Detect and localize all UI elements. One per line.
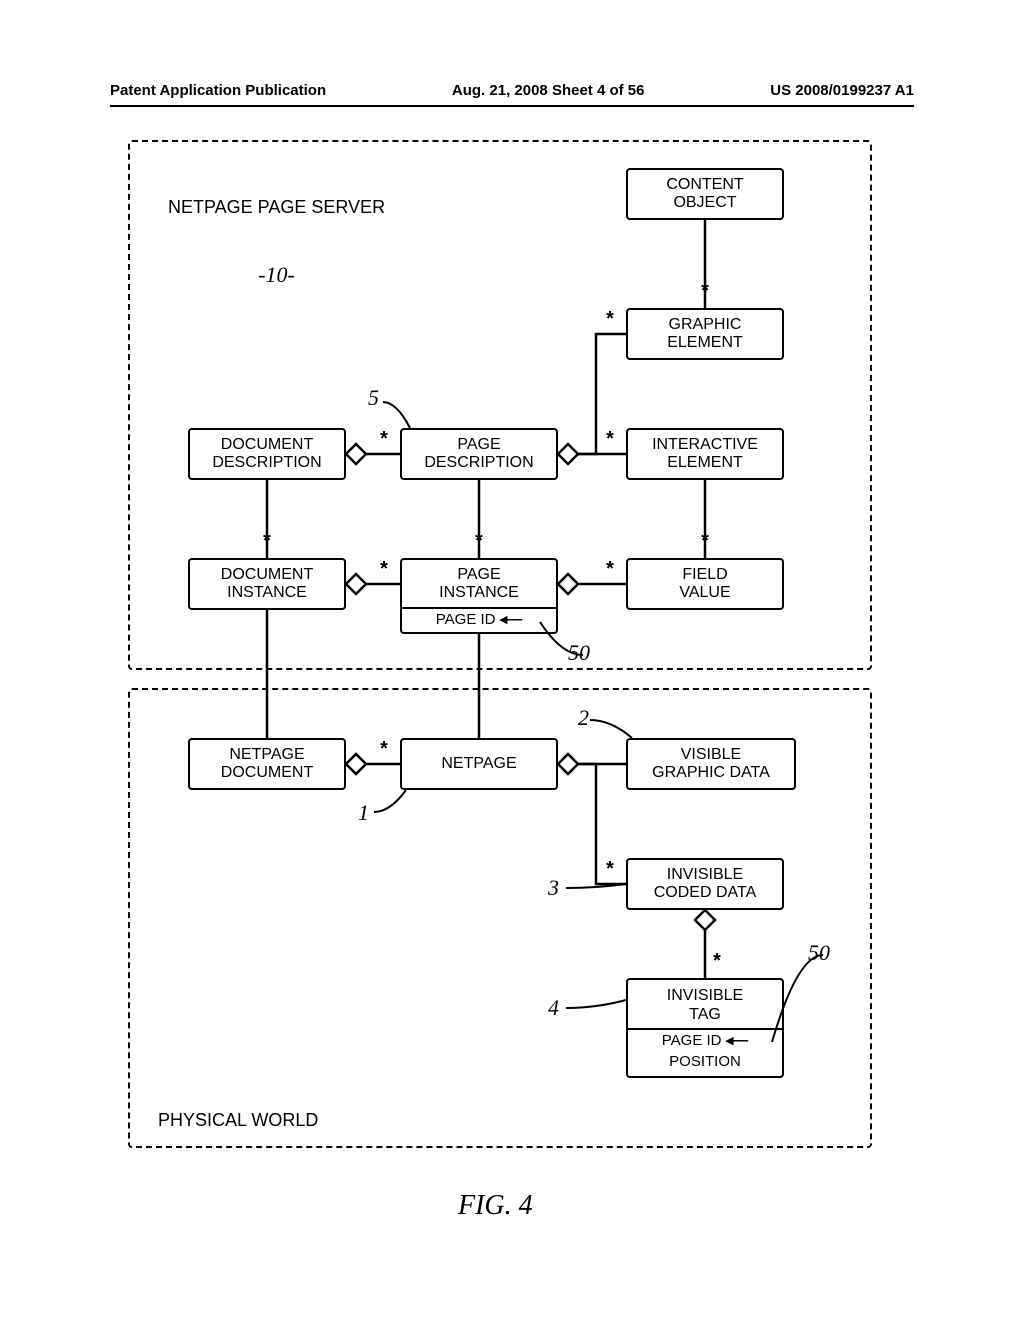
node-invisible-tag-sub2: POSITION bbox=[628, 1051, 782, 1072]
multiplicity-star: * bbox=[261, 532, 273, 555]
node-field-value: FIELD VALUE bbox=[626, 558, 784, 610]
server-title: NETPAGE PAGE SERVER -10- bbox=[168, 154, 385, 332]
node-invisible-tag-sub1: PAGE ID ◂— bbox=[628, 1028, 782, 1051]
multiplicity-star: * bbox=[699, 282, 711, 305]
node-invisible-tag: INVISIBLE TAG PAGE ID ◂— POSITION bbox=[626, 978, 784, 1078]
ref-50a: 50 bbox=[568, 640, 590, 666]
multiplicity-star: * bbox=[699, 532, 711, 555]
node-interactive-element: INTERACTIVE ELEMENT bbox=[626, 428, 784, 480]
sub-label: PAGE ID bbox=[662, 1032, 722, 1049]
node-graphic-element: GRAPHIC ELEMENT bbox=[626, 308, 784, 360]
label: VISIBLE GRAPHIC DATA bbox=[628, 742, 794, 787]
arrow-left-icon: ◂— bbox=[500, 611, 523, 628]
node-document-instance: DOCUMENT INSTANCE bbox=[188, 558, 346, 610]
label: INVISIBLE CODED DATA bbox=[628, 862, 782, 907]
node-netpage: NETPAGE bbox=[400, 738, 558, 790]
header-rule bbox=[110, 105, 914, 107]
label: CONTENT OBJECT bbox=[628, 172, 782, 217]
sub-label: PAGE ID bbox=[436, 611, 496, 628]
multiplicity-star: * bbox=[378, 740, 390, 763]
label: FIELD VALUE bbox=[628, 562, 782, 607]
header-right: US 2008/0199237 A1 bbox=[770, 82, 914, 99]
header-left: Patent Application Publication bbox=[110, 82, 326, 99]
label: NETPAGE DOCUMENT bbox=[190, 742, 344, 787]
node-page-instance-sub: PAGE ID ◂— bbox=[402, 607, 556, 630]
ref-4: 4 bbox=[548, 995, 559, 1021]
label: DOCUMENT INSTANCE bbox=[190, 562, 344, 607]
node-page-description: PAGE DESCRIPTION bbox=[400, 428, 558, 480]
multiplicity-star: * bbox=[604, 860, 616, 883]
patent-header: Patent Application Publication Aug. 21, … bbox=[110, 82, 914, 99]
label: PAGE DESCRIPTION bbox=[402, 432, 556, 477]
multiplicity-star: * bbox=[711, 952, 723, 975]
node-document-description: DOCUMENT DESCRIPTION bbox=[188, 428, 346, 480]
multiplicity-star: * bbox=[604, 560, 616, 583]
label: INTERACTIVE ELEMENT bbox=[628, 432, 782, 477]
header-center: Aug. 21, 2008 Sheet 4 of 56 bbox=[452, 82, 645, 99]
ref-3: 3 bbox=[548, 875, 559, 901]
multiplicity-star: * bbox=[604, 310, 616, 333]
server-title-text: NETPAGE PAGE SERVER bbox=[168, 197, 385, 219]
multiplicity-star: * bbox=[378, 560, 390, 583]
ref-5: 5 bbox=[368, 385, 379, 411]
node-content-object: CONTENT OBJECT bbox=[626, 168, 784, 220]
figure-caption: FIG. 4 bbox=[458, 1190, 533, 1222]
label: DOCUMENT DESCRIPTION bbox=[190, 432, 344, 477]
ref-1: 1 bbox=[358, 800, 369, 826]
server-ref: -10- bbox=[168, 262, 385, 288]
label: GRAPHIC ELEMENT bbox=[628, 312, 782, 357]
node-invisible-coded-data: INVISIBLE CODED DATA bbox=[626, 858, 784, 910]
node-page-instance: PAGE INSTANCE PAGE ID ◂— bbox=[400, 558, 558, 634]
label: NETPAGE bbox=[402, 751, 556, 777]
node-visible-graphic-data: VISIBLE GRAPHIC DATA bbox=[626, 738, 796, 790]
label: PAGE INSTANCE bbox=[402, 562, 556, 607]
ref-2: 2 bbox=[578, 705, 589, 731]
node-netpage-document: NETPAGE DOCUMENT bbox=[188, 738, 346, 790]
arrow-left-icon: ◂— bbox=[726, 1032, 749, 1049]
world-title: PHYSICAL WORLD bbox=[158, 1110, 318, 1132]
multiplicity-star: * bbox=[473, 532, 485, 555]
multiplicity-star: * bbox=[604, 430, 616, 453]
diagram-canvas: NETPAGE PAGE SERVER -10- PHYSICAL WORLD … bbox=[128, 140, 872, 1150]
label: INVISIBLE TAG bbox=[628, 983, 782, 1028]
ref-50b: 50 bbox=[808, 940, 830, 966]
multiplicity-star: * bbox=[378, 430, 390, 453]
